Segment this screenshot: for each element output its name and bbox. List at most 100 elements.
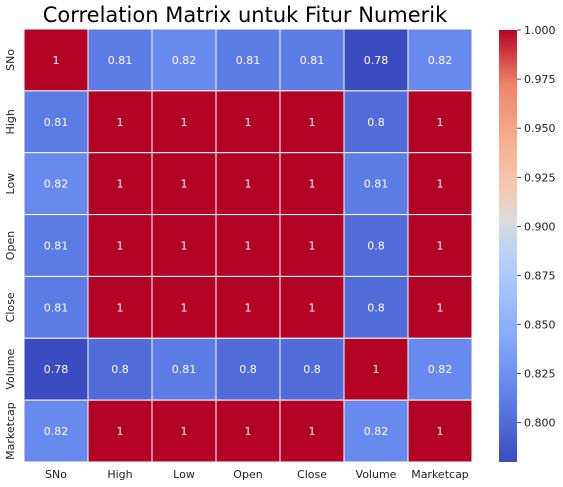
cell-annotation: 0.8 bbox=[303, 363, 321, 376]
heatmap-cell-low-volume bbox=[343, 152, 409, 216]
cell-annotation: 0.78 bbox=[44, 363, 69, 376]
colorbar-tick-label: 0.875 bbox=[524, 269, 556, 282]
heatmap-cell-volume-sno bbox=[23, 337, 89, 401]
colorbar-tick-label: 0.950 bbox=[524, 122, 556, 135]
cell-annotation: 1 bbox=[245, 178, 252, 191]
heatmap-cell-marketcap-close bbox=[279, 399, 345, 463]
x-tick-labels: SNo High Low Open Close Volume Marketcap bbox=[45, 468, 469, 481]
cell-annotation: 1 bbox=[309, 178, 316, 191]
y-tick-label-open: Open bbox=[4, 231, 17, 260]
heatmap-cell-sno-open bbox=[215, 28, 281, 92]
y-tick-label-close: Close bbox=[4, 292, 17, 322]
cell-annotation: 1 bbox=[181, 240, 188, 253]
cell-annotation: 1 bbox=[437, 178, 444, 191]
y-tick-labels: SNo High Low Open Close Volume Marketcap bbox=[4, 49, 17, 460]
cell-annotation: 0.8 bbox=[367, 116, 385, 129]
cell-annotation: 1 bbox=[181, 301, 188, 314]
cell-annotation: 0.81 bbox=[44, 116, 69, 129]
heatmap-cell-sno-sno bbox=[23, 28, 89, 92]
cell-annotation: 0.81 bbox=[172, 363, 197, 376]
heatmap-cell-marketcap-marketcap bbox=[407, 399, 473, 463]
cell-annotation: 1 bbox=[245, 425, 252, 438]
heatmap-cell-low-marketcap bbox=[407, 152, 473, 216]
heatmap-cell-sno-low bbox=[151, 28, 217, 92]
colorbar: 0.800 0.825 0.850 0.875 0.900 0.925 0.950 0.975… bbox=[499, 24, 556, 462]
cell-annotation: 0.81 bbox=[300, 54, 325, 67]
cell-annotation: 0.8 bbox=[239, 363, 257, 376]
cell-annotation: 1 bbox=[373, 363, 380, 376]
colorbar-tick-label: 0.800 bbox=[524, 417, 556, 430]
cell-annotation: 0.8 bbox=[367, 240, 385, 253]
colorbar-ticks: 0.800 0.825 0.850 0.875 0.900 0.925 0.950 0.975… bbox=[517, 24, 556, 430]
x-tick-label-high: High bbox=[107, 468, 132, 481]
y-tick-label-sno: SNo bbox=[4, 49, 17, 71]
cell-annotation: 1 bbox=[309, 301, 316, 314]
cell-annotation: 1 bbox=[437, 301, 444, 314]
heatmap-cell-low-low bbox=[151, 152, 217, 216]
x-tick-label-low: Low bbox=[173, 468, 195, 481]
cell-annotation: 0.81 bbox=[108, 54, 133, 67]
colorbar-tick-label: 0.975 bbox=[524, 73, 556, 86]
heatmap-cell-low-close bbox=[279, 152, 345, 216]
x-tick-label-volume: Volume bbox=[356, 468, 397, 481]
cell-annotation: 0.8 bbox=[367, 301, 385, 314]
heatmap-cell-low-open bbox=[215, 152, 281, 216]
heatmap-cell-marketcap-open bbox=[215, 399, 281, 463]
cell-annotation: 0.78 bbox=[364, 54, 389, 67]
y-tick-label-high: High bbox=[4, 109, 17, 134]
y-tick-label-low: Low bbox=[4, 173, 17, 195]
cell-annotation: 1 bbox=[53, 54, 60, 67]
heatmap-cells: 1 0.81 0.82 0.81 0.81 0.78 0.820.81 1 1 1 1 0.8 10.8… bbox=[23, 28, 473, 463]
y-tick-label-marketcap: Marketcap bbox=[4, 402, 17, 460]
heatmap-cell-low-high bbox=[87, 152, 153, 216]
x-tick-label-marketcap: Marketcap bbox=[411, 468, 469, 481]
cell-annotation: 0.81 bbox=[44, 301, 69, 314]
cell-annotation: 0.82 bbox=[44, 178, 69, 191]
cell-annotation: 1 bbox=[117, 425, 124, 438]
heatmap-cell-sno-high bbox=[87, 28, 153, 92]
colorbar-tick-label: 1.000 bbox=[524, 24, 556, 37]
heatmap-cell-volume-marketcap bbox=[407, 337, 473, 401]
cell-annotation: 1 bbox=[437, 425, 444, 438]
heatmap-cell-volume-open bbox=[215, 337, 281, 401]
cell-annotation: 0.81 bbox=[364, 178, 389, 191]
heatmap-cell-marketcap-volume bbox=[343, 399, 409, 463]
heatmap-cell-marketcap-low bbox=[151, 399, 217, 463]
cell-annotation: 1 bbox=[309, 116, 316, 129]
cell-annotation: 1 bbox=[309, 425, 316, 438]
cell-annotation: 1 bbox=[245, 301, 252, 314]
cell-annotation: 1 bbox=[181, 116, 188, 129]
cell-annotation: 1 bbox=[117, 301, 124, 314]
heatmap-cell-marketcap-sno bbox=[23, 399, 89, 463]
colorbar-tick-label: 0.925 bbox=[524, 171, 556, 184]
cell-annotation: 1 bbox=[245, 240, 252, 253]
heatmap-cell-open-open bbox=[215, 214, 281, 277]
cell-annotation: 0.82 bbox=[172, 54, 197, 67]
y-tick-label-volume: Volume bbox=[4, 349, 17, 390]
heatmap-cell-open-volume bbox=[343, 214, 409, 277]
heatmap-cell-high-marketcap bbox=[407, 90, 473, 154]
heatmap-cell-open-marketcap bbox=[407, 214, 473, 277]
colorbar-gradient bbox=[499, 30, 517, 462]
cell-annotation: 1 bbox=[181, 178, 188, 191]
cell-annotation: 1 bbox=[117, 116, 124, 129]
heatmap-cell-open-sno bbox=[23, 214, 89, 277]
cell-annotation: 1 bbox=[309, 240, 316, 253]
cell-annotation: 1 bbox=[117, 240, 124, 253]
cell-annotation: 0.8 bbox=[111, 363, 129, 376]
heatmap-cell-high-sno bbox=[23, 90, 89, 154]
cell-annotation: 1 bbox=[117, 178, 124, 191]
cell-annotation: 1 bbox=[437, 116, 444, 129]
cell-annotation: 0.81 bbox=[236, 54, 261, 67]
heatmap-cell-high-close bbox=[279, 90, 345, 154]
x-tick-label-close: Close bbox=[297, 468, 327, 481]
colorbar-tick-label: 0.900 bbox=[524, 220, 556, 233]
cell-annotation: 1 bbox=[437, 240, 444, 253]
cell-annotation: 1 bbox=[181, 425, 188, 438]
x-tick-label-open: Open bbox=[233, 468, 262, 481]
heatmap-cell-high-low bbox=[151, 90, 217, 154]
heatmap-cell-volume-high bbox=[87, 337, 153, 401]
cell-annotation: 0.82 bbox=[44, 425, 69, 438]
cell-annotation: 0.82 bbox=[428, 54, 453, 67]
